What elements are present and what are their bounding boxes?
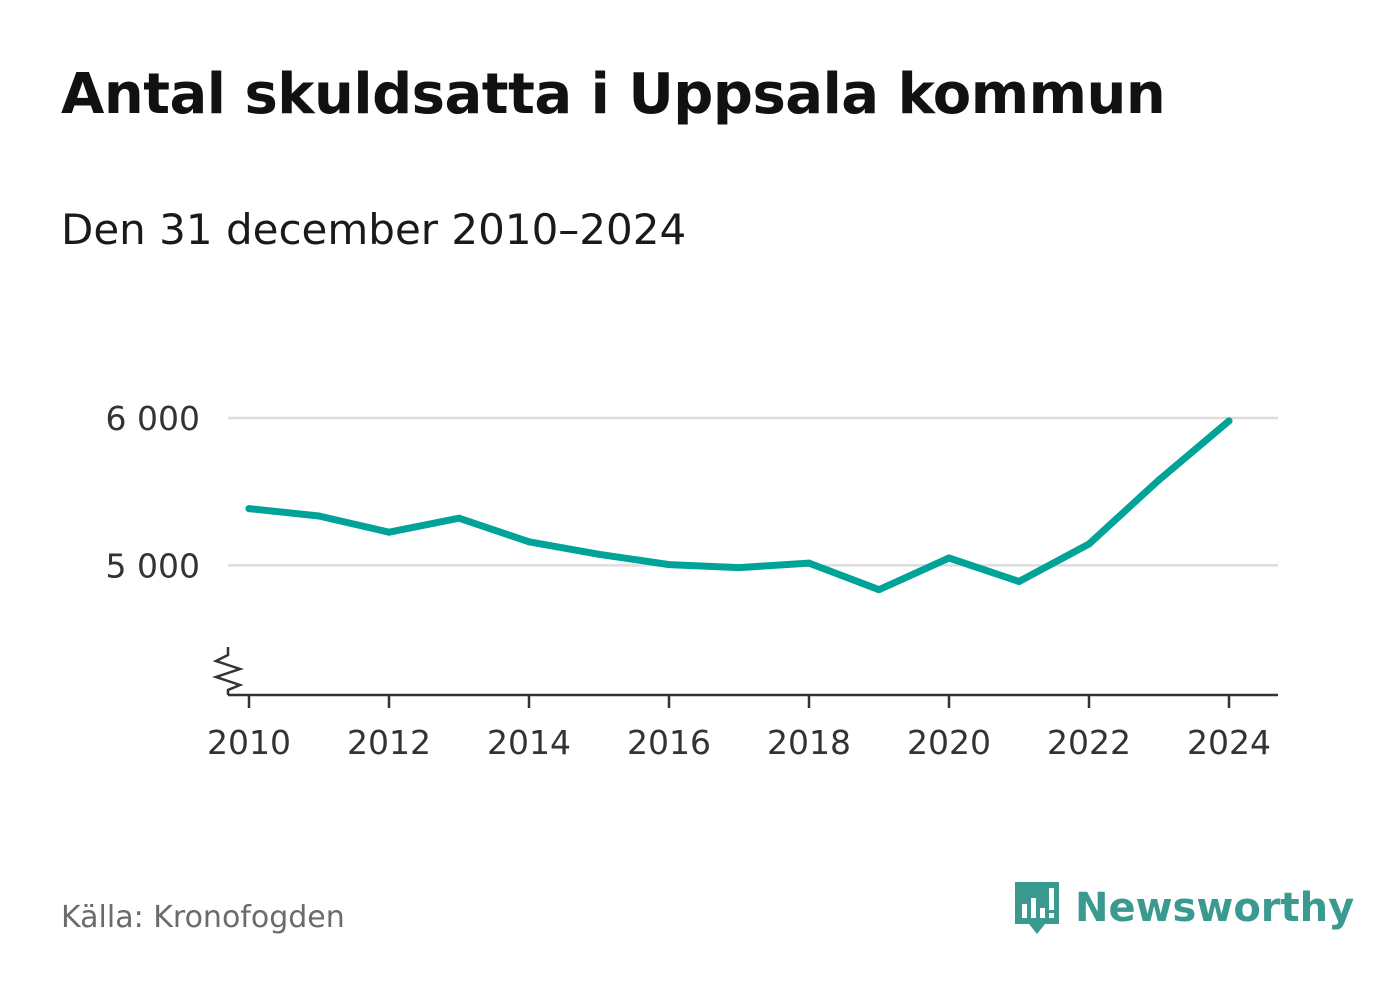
x-tick-label: 2022 bbox=[1047, 723, 1131, 762]
x-tick-label: 2014 bbox=[487, 723, 571, 762]
x-tick-label: 2012 bbox=[347, 723, 431, 762]
source-note: Källa: Kronofogden bbox=[61, 900, 345, 935]
data-point bbox=[1015, 578, 1023, 586]
data-point bbox=[1085, 540, 1093, 548]
data-point bbox=[875, 586, 883, 594]
y-tick-label: 6 000 bbox=[106, 399, 200, 438]
data-point bbox=[595, 550, 603, 558]
chart-subtitle: Den 31 december 2010–2024 bbox=[61, 205, 687, 254]
x-axis bbox=[212, 647, 1278, 708]
data-point bbox=[245, 505, 253, 513]
data-point bbox=[455, 514, 463, 522]
newsworthy-logo-icon bbox=[1015, 882, 1059, 934]
x-tick-label: 2016 bbox=[627, 723, 711, 762]
data-point bbox=[1155, 476, 1163, 484]
data-point bbox=[735, 564, 743, 572]
x-tick-label: 2024 bbox=[1187, 723, 1271, 762]
series-layer bbox=[245, 417, 1233, 594]
data-point bbox=[945, 554, 953, 562]
x-tick-label: 2018 bbox=[767, 723, 851, 762]
data-point bbox=[385, 528, 393, 536]
data-point bbox=[1225, 417, 1233, 425]
brand-name: Newsworthy bbox=[1075, 885, 1355, 931]
axis-break-icon bbox=[212, 647, 244, 695]
x-tick-label: 2020 bbox=[907, 723, 991, 762]
data-point bbox=[315, 512, 323, 520]
chart-title: Antal skuldsatta i Uppsala kommun bbox=[61, 62, 1166, 127]
y-tick-label: 5 000 bbox=[106, 546, 200, 585]
grid-lines bbox=[228, 416, 1278, 567]
tick-labels: 5 000 6 000 2010 2012 2014 2016 2018 2020 2022 20… bbox=[106, 399, 1271, 762]
data-point bbox=[805, 559, 813, 567]
data-point bbox=[665, 561, 673, 569]
x-tick-label: 2010 bbox=[207, 723, 291, 762]
data-point bbox=[525, 538, 533, 546]
brand-logo: Newsworthy bbox=[1011, 878, 1354, 938]
